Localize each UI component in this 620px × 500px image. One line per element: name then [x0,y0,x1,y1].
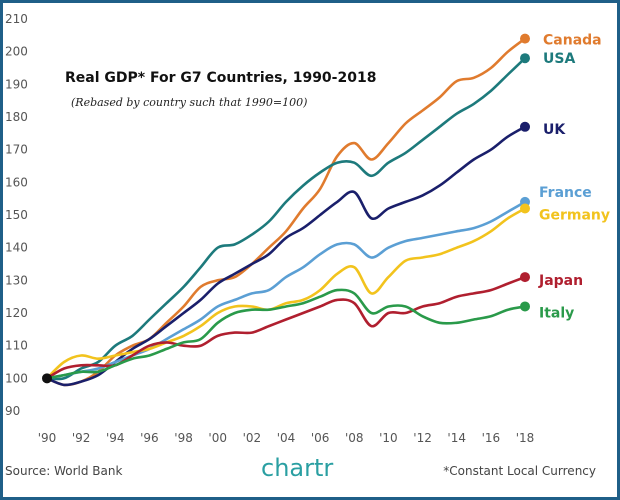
chart-title: Real GDP* For G7 Countries, 1990-2018 [65,70,376,86]
series-line-italy [45,288,527,380]
series-label-canada: Canada [543,33,602,49]
series-label-france: France [539,185,592,201]
series-line-usa [45,56,527,381]
series-lines [42,33,530,387]
gdp-line-chart: 90 100 110 120 130 140 150 160 170 180 190 200 210 '… [5,12,610,482]
end-point-usa [520,53,530,64]
end-point-japan [520,272,530,283]
x-tick-label: '92 [72,431,91,445]
y-tick-label: 100 [5,371,28,385]
x-tick-label: '14 [447,431,466,445]
x-tick-label: '94 [106,431,125,445]
end-point-uk [520,121,530,132]
y-tick-label: 180 [5,110,28,124]
x-tick-label: '96 [140,431,159,445]
series-line-germany [45,207,527,380]
series-line-canada [45,37,527,387]
x-tick-label: '98 [174,431,193,445]
brand-logo: chartr [261,454,333,482]
x-tick-label: '18 [516,431,535,445]
series-label-japan: Japan [538,273,583,289]
y-axis: 90 100 110 120 130 140 150 160 170 180 190 200 210 [5,12,28,418]
y-tick-label: 190 [5,77,28,91]
x-tick-label: '16 [482,431,501,445]
y-tick-label: 140 [5,241,28,255]
series-label-uk: UK [543,122,566,138]
series-line-japan [45,275,527,380]
x-tick-label: '90 [38,431,57,445]
series-label-italy: Italy [539,305,574,321]
series-line-uk [45,125,527,387]
chart-subtitle: (Rebased by country such that 1990=100) [71,96,307,109]
y-tick-label: 150 [5,208,28,222]
end-point-germany [520,203,530,214]
x-tick-label: '02 [243,431,262,445]
y-tick-label: 90 [5,404,20,418]
series-label-germany: Germany [539,207,610,223]
x-tick-label: '06 [311,431,330,445]
x-tick-label: '00 [208,431,227,445]
currency-note: *Constant Local Currency [443,464,596,478]
x-axis: '90 '92 '94 '96 '98 '00 '02 '04 '06 '08 '10 '12 '14 '… [38,431,535,445]
y-tick-label: 120 [5,306,28,320]
x-tick-label: '12 [413,431,432,445]
x-tick-label: '04 [277,431,296,445]
y-tick-label: 200 [5,45,28,59]
y-tick-label: 170 [5,143,28,157]
y-tick-label: 210 [5,12,28,26]
end-point-canada [520,33,530,44]
series-label-usa: USA [543,51,575,67]
end-point-italy [520,301,530,312]
x-tick-label: '10 [379,431,398,445]
series-labels: Canada USA UK France Germany Japan Italy [538,33,610,322]
x-tick-label: '08 [345,431,364,445]
y-tick-label: 110 [5,339,28,353]
start-point [42,373,52,384]
y-tick-label: 160 [5,175,28,189]
source-note: Source: World Bank [5,464,122,478]
y-tick-label: 130 [5,273,28,287]
